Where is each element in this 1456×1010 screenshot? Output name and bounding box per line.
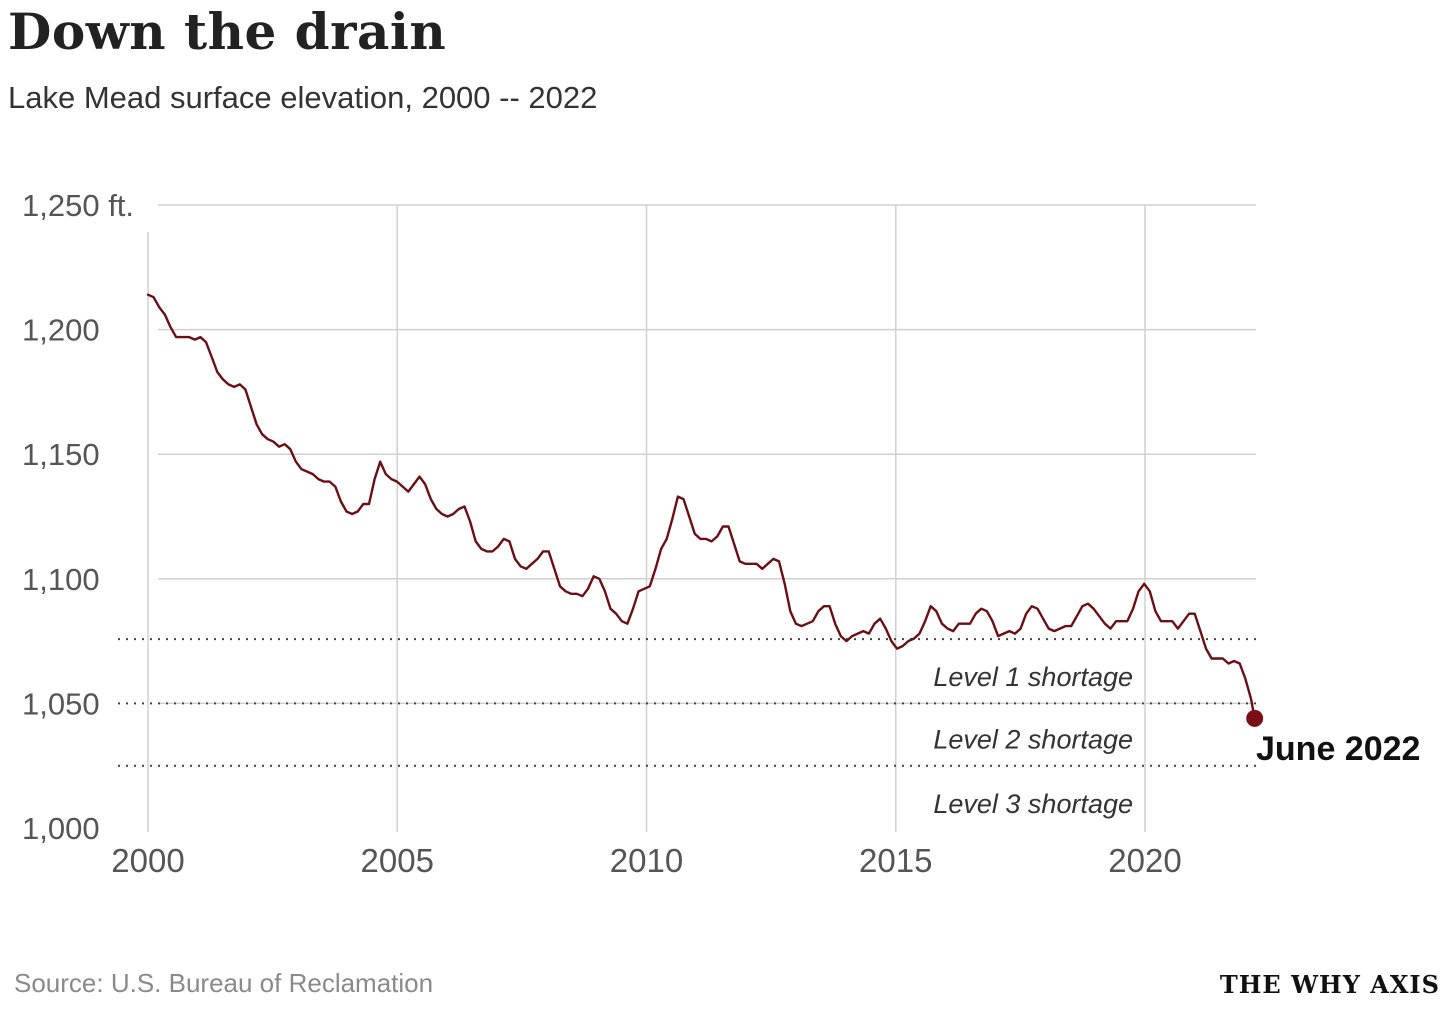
brand-logo-text: THE WHY AXIS: [1219, 970, 1440, 999]
x-tick-label-2015: 2015: [859, 842, 932, 879]
x-tick-label-2000: 2000: [111, 842, 184, 879]
x-tick-label-2005: 2005: [361, 842, 434, 879]
elevation-series-line: [146, 293, 1256, 720]
y-tick-label-1100: 1,100: [22, 562, 100, 597]
y-tick-label-1150: 1,150: [22, 437, 100, 472]
y-tick-label-1250: 1,250 ft.: [22, 188, 134, 223]
end-point-label: June 2022: [1256, 730, 1420, 768]
axis-layer: 1,000 1,050 1,100 1,150 1,200 1,250 ft. 2000 20…: [22, 188, 1182, 879]
source-note: Source: U.S. Bureau of Reclamation: [14, 968, 434, 998]
y-tick-label-1200: 1,200: [22, 313, 100, 348]
band-label-level-2: Level 2 shortage: [933, 724, 1133, 754]
end-point-marker: [1246, 709, 1264, 727]
threshold-layer: [118, 638, 1256, 767]
x-tick-label-2020: 2020: [1108, 842, 1181, 879]
band-label-level-3: Level 3 shortage: [933, 789, 1133, 819]
series-layer: [146, 293, 1256, 720]
chart-subtitle: Lake Mead surface elevation, 2000 -- 202…: [8, 80, 598, 115]
x-tick-label-2010: 2010: [610, 842, 683, 879]
lake-mead-elevation-chart: 1,000 1,050 1,100 1,150 1,200 1,250 ft. 2000 20…: [22, 188, 1420, 879]
y-tick-label-1050: 1,050: [22, 686, 100, 721]
annotation-layer: Level 1 shortage Level 2 shortage Level 3 …: [933, 662, 1420, 819]
band-label-level-1: Level 1 shortage: [933, 662, 1133, 692]
y-tick-label-1000: 1,000: [22, 811, 100, 846]
grid-layer: [147, 204, 1256, 832]
chart-title: Down the drain: [8, 2, 447, 61]
